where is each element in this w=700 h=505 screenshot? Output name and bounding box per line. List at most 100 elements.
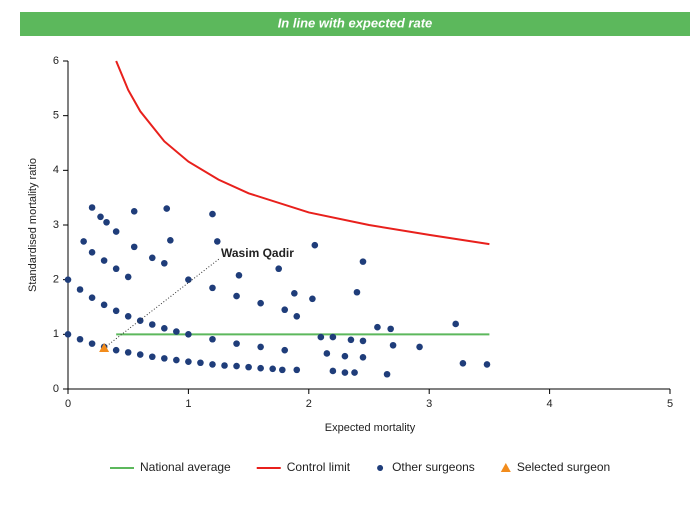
point xyxy=(97,213,104,221)
x-axis-label: Expected mortality xyxy=(325,422,416,434)
point xyxy=(351,369,358,376)
x-tick-label: 4 xyxy=(547,398,553,410)
point xyxy=(100,301,108,309)
point xyxy=(347,336,355,344)
point xyxy=(88,249,96,256)
point xyxy=(459,360,467,367)
y-tick-label: 5 xyxy=(53,110,59,122)
point xyxy=(452,320,459,328)
x-tick-label: 2 xyxy=(306,398,312,410)
legend-swatch xyxy=(377,465,384,471)
point xyxy=(161,259,168,267)
point xyxy=(359,258,367,265)
point xyxy=(161,355,168,362)
point xyxy=(281,306,289,314)
annotation-leader xyxy=(103,258,220,349)
y-tick-label: 1 xyxy=(53,328,59,340)
point xyxy=(293,312,301,320)
point xyxy=(387,325,394,333)
point xyxy=(80,238,87,245)
banner xyxy=(20,12,690,36)
point xyxy=(197,359,204,367)
point xyxy=(148,254,156,262)
legend-swatch xyxy=(500,463,511,472)
point xyxy=(76,335,84,343)
point xyxy=(209,284,216,292)
point xyxy=(185,331,192,338)
y-tick-label: 4 xyxy=(53,164,59,176)
point xyxy=(112,346,120,354)
point xyxy=(359,337,367,345)
x-tick-label: 5 xyxy=(667,398,673,410)
point xyxy=(269,365,276,373)
point xyxy=(103,218,110,226)
point xyxy=(311,241,319,249)
point xyxy=(257,343,264,351)
point xyxy=(163,205,171,212)
point xyxy=(221,362,228,369)
point xyxy=(233,292,240,300)
point xyxy=(359,353,367,361)
point xyxy=(209,335,216,343)
point xyxy=(88,204,96,211)
point xyxy=(112,307,120,315)
point xyxy=(374,323,381,331)
point xyxy=(291,290,298,297)
point xyxy=(213,238,221,245)
point xyxy=(112,265,120,273)
point xyxy=(88,294,96,302)
x-tick-label: 3 xyxy=(426,398,432,410)
point xyxy=(185,276,192,283)
legend-label: Other surgeons xyxy=(392,460,475,474)
point xyxy=(130,243,138,251)
legend-label: National average xyxy=(140,460,231,474)
point xyxy=(64,331,72,338)
legend-label: Control limit xyxy=(287,460,351,474)
point xyxy=(383,370,391,378)
x-tick-label: 0 xyxy=(65,398,71,410)
point xyxy=(173,356,180,364)
point xyxy=(88,340,96,347)
point xyxy=(148,321,156,328)
point xyxy=(309,295,316,303)
point xyxy=(275,265,283,273)
y-tick-label: 0 xyxy=(53,383,59,395)
point xyxy=(112,228,120,235)
point xyxy=(124,312,132,320)
point xyxy=(329,333,337,341)
point xyxy=(136,351,144,358)
point xyxy=(167,237,174,244)
chart-title: In line with expected rate xyxy=(278,15,433,30)
point xyxy=(416,343,423,351)
point xyxy=(233,362,240,370)
point xyxy=(293,366,301,374)
y-tick-label: 3 xyxy=(53,219,59,231)
point xyxy=(130,208,138,215)
point xyxy=(341,352,349,360)
point xyxy=(161,325,168,332)
y-tick-label: 2 xyxy=(53,274,59,286)
y-tick-label: 6 xyxy=(53,55,59,67)
point xyxy=(99,343,110,352)
point xyxy=(279,366,286,374)
y-axis-label: Standardised mortality ratio xyxy=(27,158,39,292)
point xyxy=(148,353,156,361)
point xyxy=(235,271,243,279)
point xyxy=(64,276,72,283)
point xyxy=(173,328,180,335)
point xyxy=(317,333,325,341)
x-tick-label: 1 xyxy=(185,398,191,410)
point xyxy=(209,210,216,218)
point xyxy=(209,361,216,368)
point xyxy=(281,346,289,354)
point xyxy=(124,273,132,281)
point xyxy=(353,288,361,296)
point xyxy=(185,358,192,365)
point xyxy=(323,350,331,357)
point xyxy=(483,361,491,368)
point xyxy=(124,349,132,356)
point xyxy=(257,364,264,372)
point xyxy=(341,369,349,376)
